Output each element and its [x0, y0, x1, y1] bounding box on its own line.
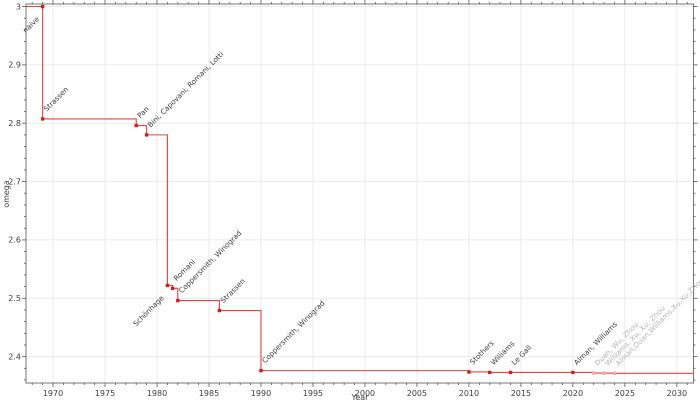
y-axis-label: omega	[2, 180, 11, 208]
data-point	[259, 368, 263, 373]
gridlines	[26, 4, 694, 383]
data-point	[467, 370, 471, 374]
x-tick-label: 2005	[407, 389, 427, 398]
x-tick-label: 2010	[459, 389, 479, 398]
x-axis-label: Year	[351, 393, 370, 402]
x-tick-label: 1975	[95, 389, 115, 398]
point-label: Bini, Capovani, Romani, Lotti	[146, 50, 226, 130]
data-point	[217, 308, 222, 313]
point-label: Strassen	[218, 277, 246, 305]
x-tick-label: 2020	[563, 389, 583, 398]
plot-frame	[25, 3, 694, 384]
data-series	[26, 4, 694, 376]
data-point	[176, 298, 180, 303]
x-tick-label: 2015	[511, 389, 531, 398]
point-label: Williams, Xu, Xu, Zhou	[603, 304, 667, 368]
data-point	[591, 371, 596, 375]
y-tick-label: 2.7	[8, 177, 21, 186]
axis-ticks	[22, 0, 698, 387]
data-point	[40, 4, 45, 9]
y-tick-label: 2.6	[8, 236, 21, 245]
data-point	[40, 117, 45, 121]
tick-labels: 1970 1975 1980 1985 1990 1995 2000 2005 2010 2015…	[8, 2, 687, 398]
y-tick-label: 2.4	[8, 352, 21, 361]
point-label: Strassen	[42, 85, 70, 113]
point-label: Coppersmith, Winograd	[260, 299, 326, 365]
y-tick-label: 2.5	[8, 294, 21, 303]
data-point	[488, 370, 492, 375]
point-label: Alman,Duan,Williams,Xu,Xu,Zhou	[614, 276, 700, 368]
data-point	[612, 371, 617, 376]
y-tick-label: 2.8	[8, 119, 21, 128]
y-tick-label: 3	[16, 2, 21, 11]
x-tick-label: 2000	[355, 389, 375, 398]
y-tick-label: 2.9	[8, 61, 21, 70]
data-point	[144, 133, 149, 137]
data-point	[602, 371, 606, 375]
x-tick-label: 1995	[303, 389, 323, 398]
point-label: naive	[21, 14, 42, 35]
data-point	[571, 370, 575, 375]
step-line	[26, 5, 694, 374]
x-tick-label: 1990	[251, 389, 271, 398]
x-tick-label: 1985	[199, 389, 219, 398]
data-point	[508, 370, 513, 375]
data-point	[134, 123, 138, 128]
x-tick-label: 1980	[147, 389, 167, 398]
point-label: Pan	[135, 104, 151, 120]
plot-border	[25, 3, 694, 384]
data-point	[170, 286, 175, 291]
x-tick-label: 2025	[615, 389, 635, 398]
x-tick-label: 1970	[43, 389, 63, 398]
data-point	[165, 283, 170, 288]
x-tick-label: 2030	[667, 389, 687, 398]
